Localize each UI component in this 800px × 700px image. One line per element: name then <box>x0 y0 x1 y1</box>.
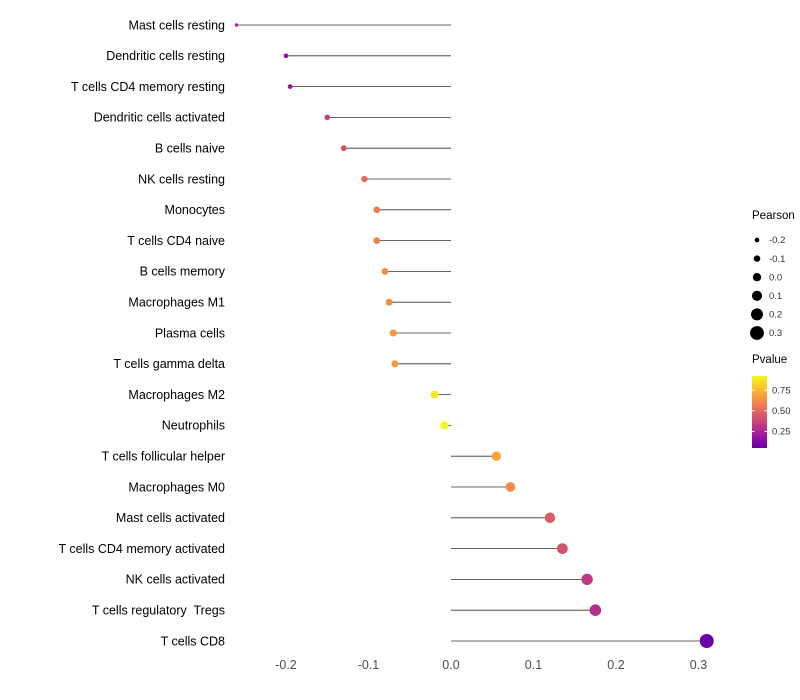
lollipop-dot <box>699 634 714 648</box>
size-legend-dot <box>753 255 761 262</box>
category-label: Plasma cells <box>155 326 225 340</box>
lollipop-dot <box>340 145 347 152</box>
lollipop-dot <box>234 23 239 27</box>
lollipop-dot <box>389 329 397 337</box>
size-legend-label: -0.2 <box>769 235 785 246</box>
lollipop-row: Neutrophils <box>162 419 451 433</box>
lollipop-row: Mast cells resting <box>128 18 451 32</box>
x-axis-tick-label: -0.1 <box>358 658 380 672</box>
category-label: NK cells activated <box>126 573 225 587</box>
category-label: Dendritic cells activated <box>94 111 225 125</box>
size-legend-dot <box>750 326 764 340</box>
lollipop-dot <box>491 451 502 461</box>
x-axis-tick-label: 0.3 <box>690 658 707 672</box>
lollipop-row: T cells CD8 <box>161 634 714 648</box>
x-axis-tick-label: 0.0 <box>442 658 459 672</box>
category-label: Macrophages M0 <box>128 480 225 494</box>
lollipop-row: Dendritic cells activated <box>94 111 451 125</box>
category-label: T cells gamma delta <box>113 357 225 371</box>
category-label: Neutrophils <box>162 419 225 433</box>
category-label: Macrophages M1 <box>128 296 225 310</box>
lollipop-row: T cells CD4 naive <box>127 234 451 248</box>
colorbar-tick-label: 0.25 <box>772 427 791 438</box>
lollipop-row: T cells gamma delta <box>113 357 451 371</box>
lollipop-dot <box>385 298 393 306</box>
colorbar-tick-label: 0.50 <box>772 406 791 417</box>
lollipop-dot <box>440 421 449 430</box>
lollipop-dot <box>381 267 389 275</box>
category-label: T cells regulatory Tregs <box>92 604 225 618</box>
lollipop-row: Dendritic cells resting <box>106 49 451 63</box>
size-legend-label: 0.2 <box>769 310 782 321</box>
lollipop-row: Macrophages M0 <box>128 480 516 494</box>
lollipop-row: T cells CD4 memory activated <box>59 542 568 556</box>
lollipop-dot <box>589 604 602 616</box>
lollipop-row: Monocytes <box>165 203 451 217</box>
lollipop-dot <box>283 53 289 59</box>
size-legend-dot <box>754 237 760 243</box>
category-label: Mast cells activated <box>116 511 225 525</box>
lollipop-dot <box>556 543 568 555</box>
lollipop-dot <box>373 237 381 244</box>
lollipop-row: Plasma cells <box>155 326 451 340</box>
x-axis-tick-label: -0.2 <box>275 658 297 672</box>
category-label: Macrophages M2 <box>128 388 225 402</box>
colorbar-tick-label: 0.75 <box>772 385 791 396</box>
size-legend-dot <box>751 308 763 321</box>
lollipop-row: Macrophages M1 <box>128 296 451 310</box>
category-label: Mast cells resting <box>128 18 225 32</box>
x-axis-tick-label: 0.2 <box>607 658 624 672</box>
pvalue-colorbar <box>752 376 767 448</box>
lollipop-dot <box>391 360 399 368</box>
category-label: T cells CD8 <box>161 634 225 648</box>
size-legend-label: 0.3 <box>769 328 782 339</box>
x-axis-tick-label: 0.1 <box>525 658 542 672</box>
size-legend-label: 0.1 <box>769 291 782 302</box>
lollipop-dot <box>324 114 331 121</box>
color-legend-title: Pvalue <box>752 354 787 366</box>
size-legend-dot <box>752 273 762 282</box>
lollipop-row: T cells follicular helper <box>102 450 502 464</box>
category-label: T cells CD4 memory activated <box>59 542 226 556</box>
lollipop-row: T cells CD4 memory resting <box>71 80 451 94</box>
lollipop-dot <box>373 206 381 214</box>
category-label: NK cells resting <box>138 172 225 186</box>
size-legend-label: -0.1 <box>769 254 785 265</box>
pvalue-color-legend: Pvalue 0.75 0.50 0.25 <box>752 354 791 448</box>
category-label: Dendritic cells resting <box>106 49 225 63</box>
lollipop-row: B cells naive <box>155 142 451 156</box>
lollipop-row: Macrophages M2 <box>128 388 451 402</box>
category-label: B cells memory <box>140 265 226 279</box>
size-legend-label: 0.0 <box>769 272 782 283</box>
pearson-size-legend: Pearson -0.2 -0.1 0.0 0.1 0.2 0.3 <box>750 210 795 340</box>
category-label: T cells CD4 naive <box>127 234 225 248</box>
size-legend-dot <box>751 290 763 301</box>
lollipop-row: T cells regulatory Tregs <box>92 604 602 618</box>
lollipop-dot <box>505 482 516 492</box>
category-label: T cells follicular helper <box>102 450 225 464</box>
lollipop-dot <box>287 84 293 89</box>
lollipop-row: NK cells activated <box>126 573 593 587</box>
size-legend-title: Pearson <box>752 210 795 222</box>
lollipop-dot <box>544 512 556 524</box>
lollipop-row: B cells memory <box>140 265 451 279</box>
lollipop-row: Mast cells activated <box>116 511 556 525</box>
category-label: B cells naive <box>155 142 225 156</box>
lollipop-dot <box>430 390 439 399</box>
lollipop-row: NK cells resting <box>138 172 451 186</box>
lollipop-dot <box>361 175 368 183</box>
category-label: Monocytes <box>165 203 225 217</box>
lollipop-dot <box>581 573 593 586</box>
category-label: T cells CD4 memory resting <box>71 80 225 94</box>
